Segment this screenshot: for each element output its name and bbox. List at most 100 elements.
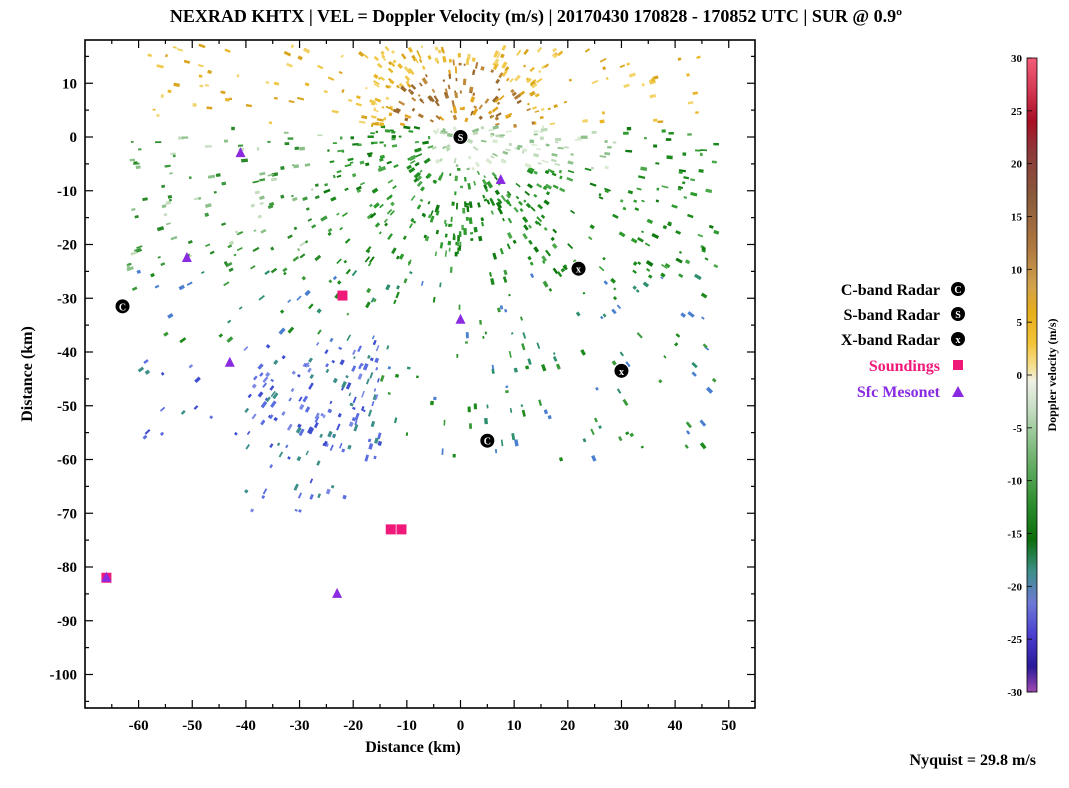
echo-pixel (444, 250, 448, 257)
y-tick-label: -70 (57, 506, 77, 522)
echo-pixel (452, 59, 455, 66)
echo-pixel (713, 142, 719, 146)
echo-pixel (258, 294, 265, 301)
echo-pixel (228, 267, 234, 273)
echo-pixel (361, 115, 368, 120)
echo-pixel (491, 364, 495, 370)
echo-pixel (224, 97, 230, 102)
echo-pixel (358, 120, 366, 124)
echo-pixel (366, 213, 374, 220)
echo-pixel (616, 388, 622, 394)
echo-pixel (486, 404, 489, 409)
legend-entry-x-band: X-band Radar x (841, 332, 965, 349)
echo-pixel (465, 216, 469, 221)
echo-pixel (269, 464, 274, 469)
echo-pixel (612, 141, 617, 144)
echo-pixel (173, 82, 180, 87)
echo-pixel (474, 62, 479, 69)
echo-pixel (439, 131, 446, 135)
echo-pixel (357, 345, 362, 353)
echo-pixel (555, 141, 559, 144)
echo-pixel (405, 80, 410, 85)
echo-pixel (168, 198, 172, 202)
echo-pixel (131, 286, 138, 292)
echo-pixel (369, 256, 375, 264)
echo-pixel (487, 110, 493, 115)
echo-pixel (327, 76, 335, 81)
echo-pixel (490, 210, 494, 215)
echo-pixel (134, 215, 139, 219)
echo-pixel (360, 362, 364, 367)
echo-pixel (142, 197, 148, 202)
echo-pixel (199, 84, 204, 88)
echo-pixel (558, 169, 563, 174)
echo-pixel (161, 204, 167, 209)
echo-pixel (623, 131, 629, 135)
echo-pixel (527, 358, 532, 365)
echo-pixel (257, 391, 264, 398)
echo-pixel (347, 157, 354, 162)
echo-pixel (308, 303, 314, 310)
echo-pixel (647, 274, 653, 279)
echo-pixel (378, 231, 382, 235)
echo-pixel (179, 337, 187, 344)
echo-pixel (347, 444, 352, 450)
echo-pixel (439, 242, 444, 249)
echo-pixel (527, 166, 535, 173)
echo-pixel (442, 56, 447, 63)
echo-pixel (271, 172, 279, 177)
echo-pixel (317, 329, 322, 335)
echo-pixel (641, 83, 645, 87)
colorbar-tick-label: -15 (1007, 529, 1022, 541)
echo-pixel (160, 371, 165, 376)
echo-pixel (388, 112, 393, 117)
echo-pixel (297, 423, 302, 429)
y-tick-label: -50 (57, 399, 77, 415)
echo-pixel (568, 78, 573, 82)
echo-pixel (343, 259, 348, 264)
echo-pixel (373, 455, 377, 460)
echo-pixel (355, 102, 362, 107)
echo-pixel (463, 63, 466, 66)
echo-pixel (298, 428, 305, 436)
echo-pixel (461, 224, 464, 231)
echo-pixel (625, 361, 631, 368)
echo-pixel (529, 261, 534, 266)
x-tick-label: 30 (614, 718, 629, 734)
echo-pixel (687, 311, 695, 318)
echo-pixel (598, 425, 602, 430)
echo-pixel (640, 166, 648, 172)
echo-pixel (627, 189, 634, 195)
echo-pixel (160, 94, 164, 98)
echo-pixel (371, 187, 379, 194)
echo-pixel (547, 107, 551, 111)
echo-pixel (567, 243, 574, 250)
echo-pixel (521, 150, 525, 154)
y-tick-label: -20 (57, 238, 77, 254)
echo-pixel (393, 299, 397, 305)
echo-pixel (250, 203, 256, 208)
echo-pixel (283, 271, 287, 276)
echo-pixel (600, 315, 604, 320)
echo-pixel (262, 376, 269, 383)
echo-pixel (278, 327, 286, 335)
echo-pixel (181, 136, 189, 139)
echo-pixel (314, 183, 319, 188)
echo-pixel (272, 392, 279, 400)
echo-pixel (459, 90, 462, 94)
echo-pixel (349, 161, 354, 164)
echo-pixel (393, 108, 400, 114)
echo-pixel (400, 85, 407, 92)
echo-pixel (414, 161, 420, 167)
echo-pixel (220, 90, 226, 95)
echo-pixel (516, 99, 522, 105)
echo-pixel (480, 125, 485, 130)
legend-entry-mesonet: Sfc Mesonet (857, 384, 964, 401)
echo-pixel (370, 297, 375, 303)
echo-pixel (393, 164, 399, 168)
echo-pixel (373, 202, 380, 209)
echo-pixel (394, 373, 400, 378)
echo-pixel (464, 201, 467, 208)
echo-pixel (455, 202, 459, 210)
echo-pixel (297, 492, 303, 499)
